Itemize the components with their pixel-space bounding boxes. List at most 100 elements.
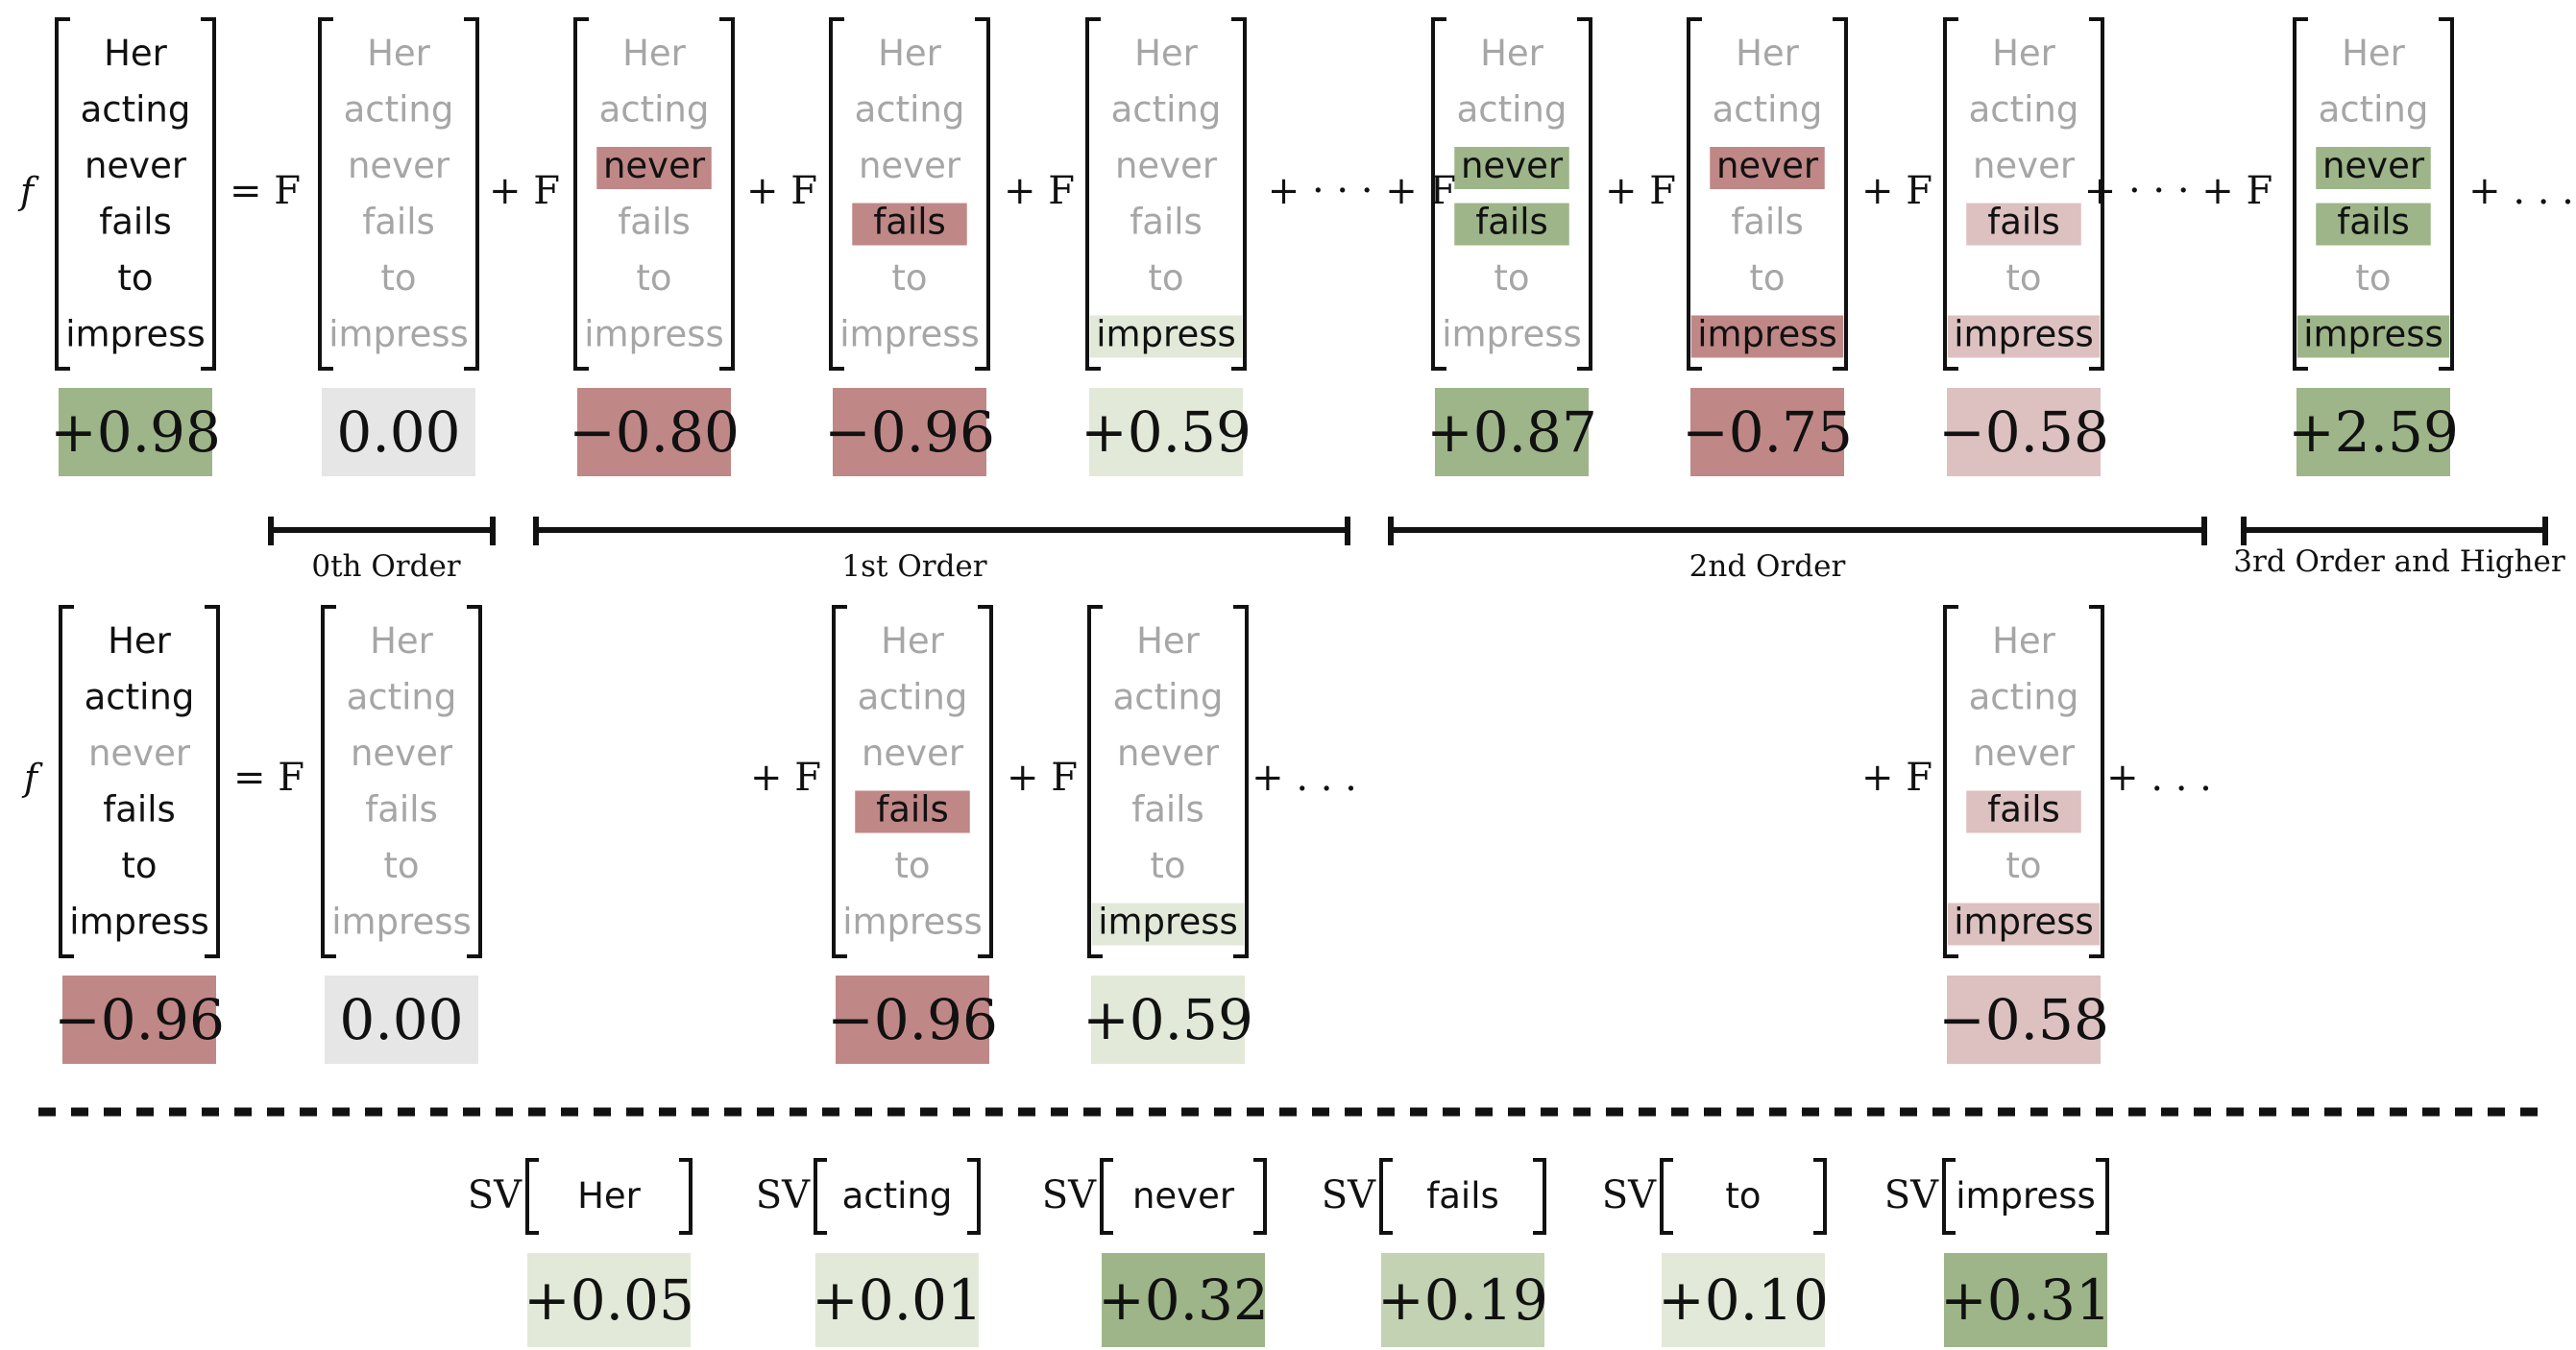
- word-acting: acting: [85, 677, 195, 718]
- word-acting: acting: [81, 89, 191, 131]
- word-acting: acting: [1111, 89, 1222, 131]
- word-never: never: [1973, 145, 2076, 186]
- right-bracket: [1533, 1158, 1546, 1235]
- score-value: +0.59: [1081, 399, 1252, 465]
- group-label-2: 2nd Order: [1689, 549, 1846, 584]
- sv-word: to: [1725, 1175, 1761, 1217]
- sv-score-box: [1944, 1253, 2107, 1347]
- word-highlight: [1690, 315, 1844, 358]
- word-highlight: [852, 203, 967, 246]
- right-bracket: [1253, 1158, 1267, 1235]
- left-bracket: [55, 17, 70, 371]
- sv-word: fails: [1426, 1175, 1499, 1217]
- word-her: Her: [2342, 33, 2406, 74]
- top-term-5: Her acting never fails to impress +0.87: [1426, 17, 1597, 476]
- word-acting: acting: [1969, 677, 2079, 718]
- word-impress: impress: [2303, 314, 2443, 355]
- left-bracket: [318, 17, 333, 371]
- word-to: to: [383, 845, 419, 886]
- left-bracket: [1942, 1158, 1956, 1235]
- score-value: −0.96: [827, 987, 998, 1052]
- word-highlight: [2297, 315, 2450, 358]
- right-bracket: [2439, 17, 2454, 371]
- score-value: +0.87: [1426, 399, 1597, 465]
- word-highlight: [1089, 315, 1243, 358]
- word-impress: impress: [69, 902, 209, 943]
- word-highlight: [855, 790, 970, 833]
- right-bracket: [2089, 17, 2104, 371]
- left-bracket: [1943, 605, 1958, 958]
- sv-label: SV: [468, 1173, 522, 1217]
- top-term-4: Her acting never fails to impress +0.59: [1081, 17, 1252, 476]
- word-acting: acting: [1969, 89, 2079, 131]
- word-fails: fails: [2337, 202, 2410, 243]
- right-bracket: [967, 1158, 981, 1235]
- score-box: [1089, 388, 1243, 476]
- word-highlight: [1454, 147, 1569, 189]
- word-highlight: [1710, 147, 1825, 189]
- right-bracket: [975, 17, 990, 371]
- word-acting: acting: [344, 89, 454, 131]
- plus-f-4: + F: [1605, 169, 1676, 213]
- sv-word: impress: [1956, 1175, 2096, 1217]
- ellipsis-plus-f-1: + · · · + F: [1268, 169, 1457, 213]
- score-box: [1947, 976, 2101, 1064]
- top-term-2: Her acting never fails to impress −0.80: [569, 17, 740, 476]
- word-highlight: [1091, 903, 1245, 946]
- right-bracket: [1813, 1158, 1827, 1235]
- word-impress: impress: [842, 902, 983, 943]
- word-impress: impress: [1096, 314, 1236, 355]
- word-acting: acting: [855, 89, 965, 131]
- word-highlight: [596, 147, 712, 189]
- word-her: Her: [878, 33, 942, 74]
- plus-f-1: + F: [489, 169, 560, 213]
- plus-f-b1: + F: [750, 756, 821, 800]
- bottom-term-2: Her acting never fails to impress −0.96: [827, 605, 998, 1064]
- word-impress: impress: [584, 314, 724, 355]
- word-highlight: [1454, 203, 1569, 246]
- word-never: never: [1973, 733, 2076, 774]
- bottom-term-0: Her acting never fails to impress −0.96: [54, 605, 225, 1064]
- word-impress: impress: [1098, 902, 1238, 943]
- word-acting: acting: [1713, 89, 1823, 131]
- sv-score-box: [1381, 1253, 1544, 1347]
- top-term-0: Her acting never fails to impress +0.98: [50, 17, 221, 476]
- word-acting: acting: [2319, 89, 2429, 131]
- word-to: to: [894, 845, 930, 886]
- right-bracket: [1233, 605, 1249, 958]
- word-fails: fails: [618, 202, 691, 243]
- score-box: [836, 976, 989, 1064]
- top-term-3: Her acting never fails to impress −0.96: [824, 17, 995, 476]
- word-to: to: [1494, 257, 1529, 299]
- word-her: Her: [881, 620, 945, 662]
- word-fails: fails: [365, 789, 438, 831]
- score-value: +0.59: [1082, 987, 1253, 1052]
- word-impress: impress: [1442, 314, 1582, 355]
- word-never: never: [85, 145, 187, 186]
- word-fails: fails: [873, 202, 946, 243]
- word-highlight: [1966, 203, 2081, 246]
- score-box: [1435, 388, 1589, 476]
- word-never: never: [348, 145, 450, 186]
- score-box: [322, 388, 475, 476]
- shapley-term-fails: SV fails +0.19: [1322, 1158, 1548, 1347]
- word-highlight: [1966, 790, 2081, 833]
- left-bracket: [1085, 17, 1101, 371]
- right-bracket: [1577, 17, 1592, 371]
- word-to: to: [1148, 257, 1183, 299]
- word-acting: acting: [599, 89, 710, 131]
- word-to: to: [1150, 845, 1185, 886]
- trailing-ellipsis-b2: + . . .: [2106, 756, 2212, 800]
- sv-word: never: [1132, 1175, 1235, 1217]
- sv-score-box: [1102, 1253, 1265, 1347]
- sv-score-value: +0.05: [523, 1267, 694, 1333]
- score-value: 0.00: [336, 399, 460, 465]
- ellipsis-plus-f-2: + · · · + F: [2084, 169, 2273, 213]
- shapley-term-never: SV never +0.32: [1042, 1158, 1269, 1347]
- word-never: never: [1716, 145, 1819, 186]
- word-impress: impress: [65, 314, 206, 355]
- word-acting: acting: [347, 677, 457, 718]
- bottom-term-1: Her acting never fails to impress 0.00: [321, 605, 482, 1064]
- word-impress: impress: [1954, 902, 2094, 943]
